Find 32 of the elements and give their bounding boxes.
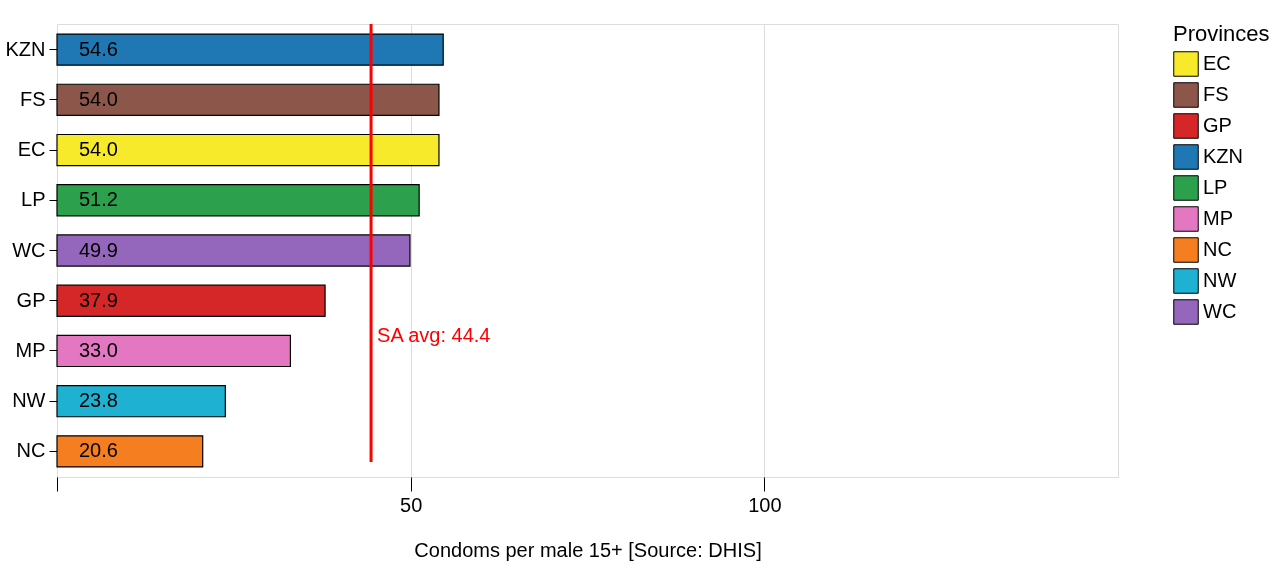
data-label: 49.9	[79, 238, 118, 261]
data-label: 23.8	[79, 389, 118, 412]
y-tick-label: LP	[21, 188, 46, 211]
legend-label: GP	[1203, 114, 1232, 136]
legend-label: LP	[1203, 176, 1228, 198]
data-label: 33.0	[79, 338, 118, 361]
legend-label: KZN	[1203, 145, 1243, 167]
y-tick-label: NC	[16, 439, 46, 462]
y-tick-label: GP	[16, 288, 46, 311]
legend-title: Provinces	[1173, 21, 1270, 46]
y-tick-label: MP	[15, 338, 46, 361]
x-tick-label: 50	[400, 493, 423, 516]
legend-label: EC	[1203, 52, 1231, 74]
y-tick-label: KZN	[5, 37, 46, 60]
y-tick-label: NW	[12, 389, 46, 412]
data-label: 37.9	[79, 288, 118, 311]
x-axis-title: Condoms per male 15+ [Source: DHIS]	[414, 538, 762, 561]
legend-label: MP	[1203, 207, 1233, 229]
y-tick-label: EC	[17, 138, 46, 161]
y-tick-label: FS	[19, 87, 46, 110]
data-label: 20.6	[79, 439, 118, 462]
data-label: 51.2	[79, 188, 118, 211]
legend-label: WC	[1203, 300, 1237, 322]
legend-label: FS	[1203, 83, 1229, 105]
legend-label: NC	[1203, 238, 1232, 260]
legend-label: NW	[1203, 269, 1237, 291]
data-label: 54.0	[79, 138, 118, 161]
data-label: 54.0	[79, 87, 118, 110]
x-tick-label: 100	[748, 493, 782, 516]
data-label: 54.6	[79, 37, 118, 60]
y-tick-label: WC	[12, 238, 46, 261]
ref-line-label: SA avg: 44.4	[377, 324, 491, 346]
